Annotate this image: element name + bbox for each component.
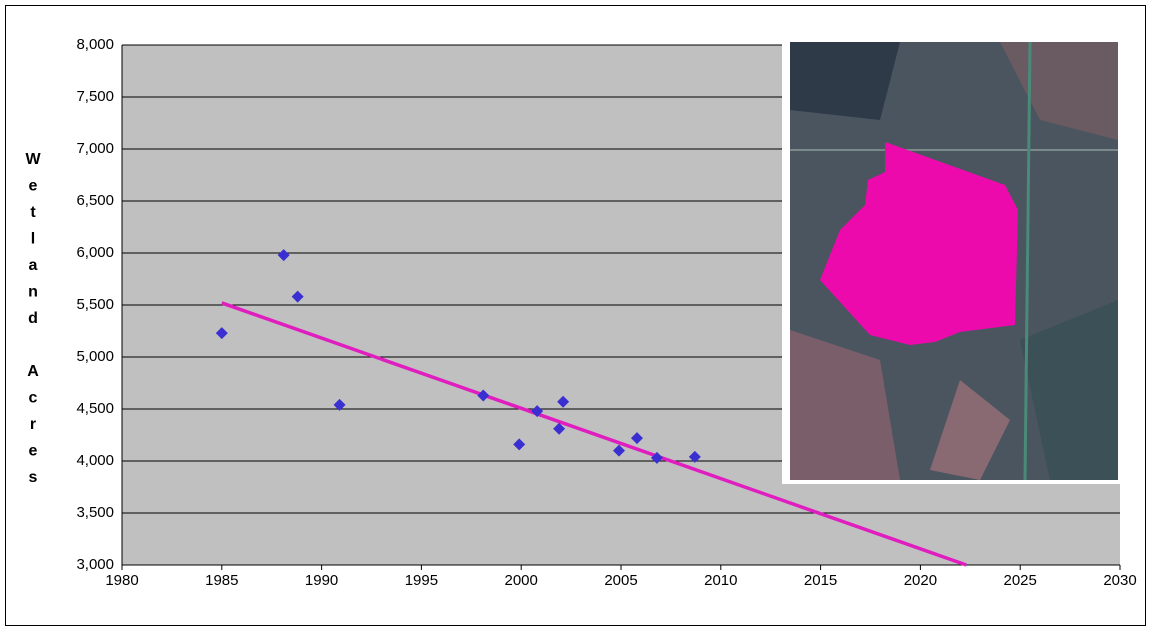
y-tick-label: 4,000: [76, 452, 114, 469]
x-tick-label: 2015: [804, 572, 837, 589]
y-tick-label: 6,000: [76, 244, 114, 261]
x-tick-label: 1980: [105, 572, 138, 589]
x-tick-label: 2000: [505, 572, 538, 589]
x-tick-label: 1990: [305, 572, 338, 589]
x-tick-label: 2025: [1004, 572, 1037, 589]
y-tick-label: 5,500: [76, 296, 114, 313]
inset-image: [782, 38, 1122, 484]
x-tick-label: 2010: [704, 572, 737, 589]
x-tick-label: 2030: [1103, 572, 1136, 589]
y-tick-label: 3,000: [76, 556, 114, 573]
y-tick-label: 4,500: [76, 400, 114, 417]
y-tick-label: 7,500: [76, 88, 114, 105]
y-tick-label: 8,000: [76, 36, 114, 53]
chart: Wetland Acres 3,0003,5004,0004,5005,0005…: [0, 0, 1151, 631]
y-tick-label: 3,500: [76, 504, 114, 521]
y-tick-label: 7,000: [76, 140, 114, 157]
y-tick-label: 5,000: [76, 348, 114, 365]
x-tick-label: 1995: [405, 572, 438, 589]
x-tick-label: 1985: [205, 572, 238, 589]
x-tick-label: 2020: [904, 572, 937, 589]
x-tick-label: 2005: [604, 572, 637, 589]
y-tick-label: 6,500: [76, 192, 114, 209]
